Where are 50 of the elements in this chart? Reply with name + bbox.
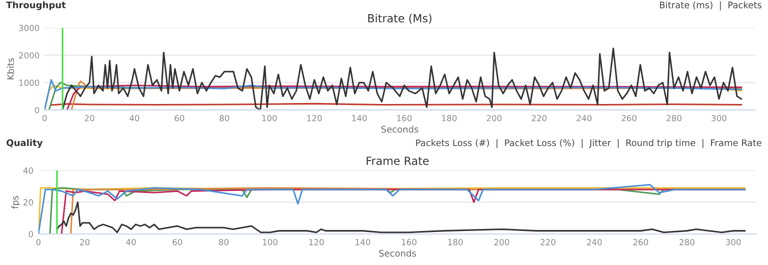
x-tick-label: 140 <box>356 239 370 246</box>
text: Throughput <box>6 1 66 10</box>
text: Bitrate (ms) | Packets <box>660 1 762 10</box>
x-tick-label: 100 <box>262 114 277 122</box>
x-tick-label: 140 <box>352 114 367 122</box>
line-series <box>62 48 742 110</box>
x-tick-label: 220 <box>532 114 547 122</box>
x-axis-title: Seconds <box>379 250 416 257</box>
x-tick-label: 60 <box>174 114 184 122</box>
x-tick-label: 120 <box>309 239 324 246</box>
y-tick-label: 3000 <box>19 24 40 32</box>
x-tick-label: 240 <box>576 114 592 122</box>
x-tick-label: 40 <box>130 114 140 122</box>
y-tick-label: 0 <box>28 230 33 238</box>
y-axis-title: fps <box>11 196 20 209</box>
y-tick-label: 20 <box>24 199 33 206</box>
x-tick-label: 260 <box>633 239 648 246</box>
y-tick-label: 40 <box>23 167 33 174</box>
chart-title: Bitrate (Ms) <box>368 14 432 24</box>
x-tick-label: 80 <box>220 114 230 122</box>
x-tick-label: 60 <box>172 239 182 246</box>
x-tick-label: 160 <box>397 114 412 122</box>
y-tick-label: 2000 <box>19 52 40 58</box>
line-series <box>56 201 746 234</box>
text: Quality <box>6 139 43 148</box>
y-axis-title: Kbits <box>6 58 14 80</box>
chart-title: Frame Rate <box>366 156 429 165</box>
x-tick-label: 100 <box>263 239 278 246</box>
x-tick-label: 20 <box>84 114 94 122</box>
y-tick-label: 1000 <box>19 80 40 86</box>
x-tick-label: 40 <box>126 239 136 246</box>
x-tick-label: 120 <box>307 114 322 122</box>
x-tick-label: 260 <box>622 114 636 122</box>
x-tick-label: 280 <box>680 239 694 246</box>
x-tick-label: 220 <box>540 239 556 246</box>
x-tick-label: 300 <box>726 239 741 246</box>
y-tick-label: 0 <box>34 106 40 114</box>
x-tick-label: 160 <box>402 239 416 246</box>
x-axis-title: Seconds <box>381 126 418 133</box>
x-tick-label: 300 <box>712 114 726 122</box>
x-tick-label: 280 <box>666 114 682 122</box>
x-tick-label: 20 <box>80 239 90 246</box>
x-tick-label: 180 <box>442 114 457 122</box>
x-tick-label: 240 <box>586 239 602 246</box>
x-tick-label: 180 <box>448 239 463 246</box>
x-tick-label: 200 <box>486 114 502 122</box>
text: Packets Loss (#) | Packet Loss (%) | Jitter | Round trip time | Frame Rate <box>416 139 762 148</box>
x-tick-label: 0 <box>42 114 47 122</box>
x-tick-label: 80 <box>218 239 228 246</box>
x-tick-label: 200 <box>494 239 510 246</box>
